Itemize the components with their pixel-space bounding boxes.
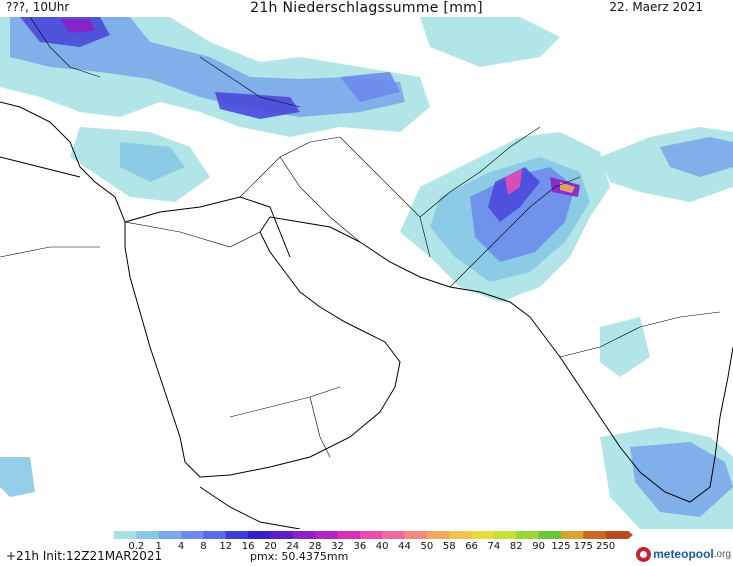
legend-swatch bbox=[114, 531, 137, 539]
logo-mark-icon bbox=[636, 546, 652, 562]
meteopool-logo[interactable]: meteopool .org bbox=[636, 545, 731, 563]
valid-date: 22. Maerz 2021 bbox=[609, 0, 703, 14]
pmx-label: pmx: 50.4375mm bbox=[250, 550, 349, 563]
precip-area bbox=[505, 169, 522, 195]
coastlines bbox=[0, 101, 733, 529]
legend-swatch bbox=[404, 531, 428, 539]
legend-swatch bbox=[382, 531, 406, 539]
legend-swatch bbox=[560, 531, 584, 539]
legend-tick-label: 32 bbox=[331, 541, 344, 552]
precip-area bbox=[660, 137, 733, 177]
country-borders bbox=[0, 17, 721, 458]
precip-area bbox=[488, 167, 540, 222]
precip-area bbox=[215, 92, 300, 119]
logo-name: meteopool bbox=[653, 547, 714, 561]
run-label: ???, 10Uhr bbox=[6, 0, 70, 14]
legend-swatch bbox=[248, 531, 271, 539]
legend-tick-label: 50 bbox=[421, 541, 434, 552]
legend-swatch bbox=[203, 531, 227, 539]
legend-swatch bbox=[158, 531, 182, 539]
legend-tick-label: 125 bbox=[551, 541, 570, 552]
init-label: +21h Init:12Z21MAR2021 bbox=[6, 549, 163, 563]
legend-tick-label: 74 bbox=[488, 541, 501, 552]
legend-swatch bbox=[181, 531, 204, 539]
logo-tld: .org bbox=[713, 548, 731, 560]
legend-swatch bbox=[449, 531, 473, 539]
legend-swatch bbox=[315, 531, 338, 539]
legend-tick-label: 82 bbox=[510, 541, 523, 552]
legend-swatch bbox=[605, 531, 629, 539]
legend-swatch bbox=[359, 531, 383, 539]
legend-tick-label: 24 bbox=[286, 541, 299, 552]
precipitation-map bbox=[0, 17, 733, 529]
precip-area bbox=[420, 17, 560, 67]
legend-tick-label: 90 bbox=[532, 541, 545, 552]
legend-swatch bbox=[538, 531, 562, 539]
legend-tick-label: 28 bbox=[309, 541, 322, 552]
legend-swatch bbox=[493, 531, 517, 539]
colorbar-legend: 0.2 1 4 8 12 16 20 24 28 32 36 40 44 50 58 66 74 82 90 125 1… bbox=[114, 531, 633, 552]
legend-swatch bbox=[583, 531, 607, 539]
legend-swatch bbox=[292, 531, 316, 539]
legend-arrow-icon bbox=[628, 531, 633, 539]
precip-area bbox=[630, 442, 733, 517]
legend-tick-label: 20 bbox=[264, 541, 277, 552]
precip-area bbox=[340, 72, 400, 102]
legend-tick-label: 40 bbox=[376, 541, 389, 552]
legend-tick-label: 58 bbox=[443, 541, 456, 552]
legend-swatch bbox=[225, 531, 249, 539]
legend-tick-label: 66 bbox=[465, 541, 478, 552]
legend-tick-label: 250 bbox=[596, 541, 615, 552]
legend-tick-label: 8 bbox=[200, 541, 206, 552]
precip-area bbox=[60, 19, 95, 33]
legend-tick-label: 4 bbox=[178, 541, 184, 552]
legend-swatch bbox=[136, 531, 160, 539]
precip-area bbox=[120, 142, 185, 182]
legend-tick-label: 36 bbox=[353, 541, 366, 552]
legend-swatch bbox=[516, 531, 540, 539]
precip-area bbox=[560, 182, 575, 193]
map-title: 21h Niederschlagssumme [mm] bbox=[250, 0, 483, 16]
legend-tick-label: 0.2 bbox=[128, 541, 144, 552]
legend-swatch bbox=[426, 531, 450, 539]
precipitation-fields bbox=[0, 17, 733, 529]
legend-tick-label: 16 bbox=[242, 541, 255, 552]
legend-tick-label: 175 bbox=[574, 541, 593, 552]
precip-area bbox=[600, 317, 650, 377]
legend-tick-label: 44 bbox=[398, 541, 411, 552]
legend-swatch bbox=[337, 531, 361, 539]
legend-tick-label: 1 bbox=[156, 541, 162, 552]
legend-tick-label: 12 bbox=[219, 541, 232, 552]
precip-area bbox=[10, 17, 405, 117]
legend-swatch bbox=[270, 531, 294, 539]
precip-area bbox=[0, 457, 35, 497]
legend-swatch bbox=[471, 531, 495, 539]
